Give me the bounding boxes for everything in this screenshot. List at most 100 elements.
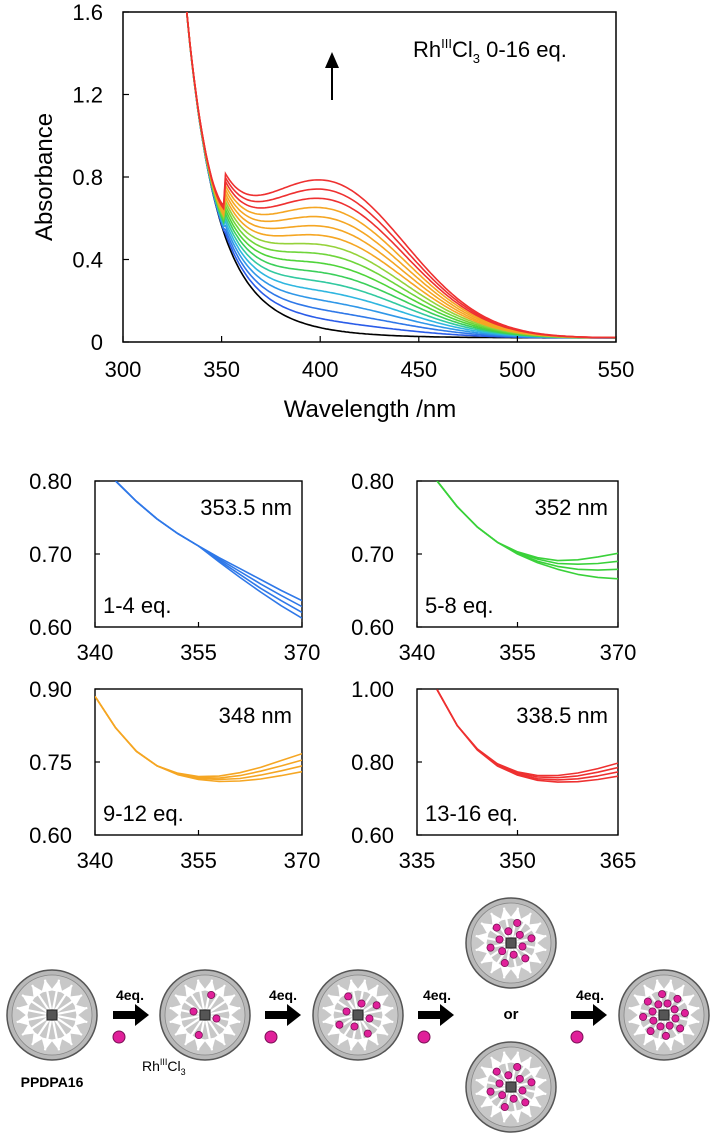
inset-1-4-eq: 340 355 370 0.60 0.70 0.80 353.5 nm 1-4 eq. <box>29 469 320 665</box>
inset-curves <box>436 689 618 783</box>
inset-curves <box>115 481 302 619</box>
rh-site <box>486 943 495 952</box>
rh-site <box>372 1001 381 1010</box>
rh-site <box>342 1007 351 1016</box>
rh-site <box>680 1009 689 1018</box>
main-x-tick-label: 450 <box>400 357 437 382</box>
inset-range-label: 1-4 eq. <box>103 593 172 618</box>
porphyrin-core <box>199 1009 211 1021</box>
inset-range-label: 5-8 eq. <box>425 593 494 618</box>
rh-site <box>509 950 518 959</box>
inset-range-label: 9-12 eq. <box>103 801 184 826</box>
rh-site <box>527 1078 536 1087</box>
inset-x-tick-label: 335 <box>399 848 436 873</box>
inset-x-tick-label: 370 <box>600 640 637 665</box>
rh-site <box>670 1005 679 1014</box>
rh-site <box>671 1014 680 1023</box>
reaction-arrow-1 <box>112 1004 149 1044</box>
main-y-ticks: 0 0.4 0.8 1.2 1.6 <box>72 0 129 355</box>
main-spectra <box>185 12 616 339</box>
main-y-axis-label: Absorbance <box>31 113 58 241</box>
rh-site <box>646 1027 655 1036</box>
rh-site <box>500 1103 509 1112</box>
reagent-label: RhIIICl3 <box>142 1057 186 1077</box>
dendrimer-step3a <box>465 897 557 989</box>
inset-y-tick-label: 0.60 <box>29 615 72 640</box>
rh-site <box>363 1029 372 1038</box>
dendrimer-start <box>6 969 98 1061</box>
rh-site <box>518 942 527 951</box>
reaction-arrow-3 <box>417 1004 454 1044</box>
inset-13-16-eq: 335 350 365 0.60 0.80 1.00 338.5 nm 13-16 eq. <box>351 677 636 873</box>
dendrimer-spokes <box>16 979 88 1051</box>
rh-site <box>335 1020 344 1029</box>
rh-site <box>344 992 353 1001</box>
inset-x-tick-label: 340 <box>77 848 114 873</box>
rh-site <box>500 959 509 968</box>
dendrimer-step2 <box>312 969 404 1061</box>
rh-site <box>643 997 652 1006</box>
inset-y-tick-label: 0.60 <box>351 615 394 640</box>
porphyrin-core <box>46 1009 58 1021</box>
rh-site <box>207 990 216 999</box>
main-absorbance-chart: 300 350 400 450 500 550 0 0.4 0.8 1.2 1.6 Wavelen… <box>31 0 634 423</box>
inset-y-tick-label: 0.70 <box>29 542 72 567</box>
porphyrin-core <box>505 937 517 949</box>
inset-y-tick-label: 0.60 <box>29 823 72 848</box>
rh-site <box>495 1079 504 1088</box>
rh-site <box>676 1024 685 1033</box>
main-x-ticks: 300 350 400 450 500 550 <box>105 336 635 382</box>
rh-site <box>515 930 524 939</box>
main-y-tick-label: 1.2 <box>72 83 103 108</box>
inset-curves <box>95 695 302 783</box>
inset-x-tick-label: 355 <box>180 848 217 873</box>
rh-site <box>665 1021 674 1030</box>
reaction-arrow-4 <box>570 1004 607 1044</box>
step-label-4: 4eq. <box>576 987 604 1003</box>
inset-series-3 <box>436 689 618 783</box>
rh-site <box>661 1031 670 1040</box>
inset-x-tick-label: 365 <box>600 848 637 873</box>
step-label-2: 4eq. <box>269 987 297 1003</box>
rh-site <box>656 1022 665 1031</box>
dendrimer-step3b <box>465 1041 557 1133</box>
inset-y-tick-label: 0.60 <box>351 823 394 848</box>
main-y-tick-label: 0 <box>91 330 103 355</box>
inset-x-tick-label: 370 <box>284 848 321 873</box>
rh-site <box>673 994 682 1003</box>
step-label-1: 4eq. <box>116 987 144 1003</box>
rh-site <box>509 1094 518 1103</box>
inset-y-tick-label: 0.70 <box>351 542 394 567</box>
inset-wavelength-label: 348 nm <box>219 703 292 728</box>
rh-site <box>492 923 501 932</box>
inset-x-tick-label: 340 <box>399 640 436 665</box>
rh-site <box>513 918 522 927</box>
inset-wavelength-label: 352 nm <box>535 495 608 520</box>
dendrimer-final <box>618 969 710 1061</box>
main-x-tick-label: 550 <box>598 357 635 382</box>
rh-site <box>521 1098 530 1107</box>
rh-site <box>212 1014 221 1023</box>
inset-y-tick-label: 0.80 <box>29 469 72 494</box>
inset-x-tick-label: 355 <box>180 640 217 665</box>
inset-series-3 <box>436 481 618 580</box>
binding-scheme <box>6 897 710 1133</box>
main-x-tick-label: 500 <box>499 357 536 382</box>
rh-site <box>663 999 672 1008</box>
rh-site <box>504 1071 513 1080</box>
inset-series-1 <box>436 481 618 565</box>
step-label-3: 4eq. <box>423 987 451 1003</box>
inset-y-tick-label: 1.00 <box>351 677 394 702</box>
rh-site <box>649 1016 658 1025</box>
inset-range-label: 13-16 eq. <box>425 801 518 826</box>
rh-site <box>486 1087 495 1096</box>
inset-y-tick-label: 0.75 <box>29 750 72 775</box>
main-x-tick-label: 350 <box>203 357 240 382</box>
rh-site <box>498 1091 507 1100</box>
main-reagent-annotation: RhIIICl3 0-16 eq. <box>413 36 567 66</box>
porphyrin-core <box>658 1009 670 1021</box>
rh-site <box>350 1022 359 1031</box>
main-y-tick-label: 0.8 <box>72 165 103 190</box>
